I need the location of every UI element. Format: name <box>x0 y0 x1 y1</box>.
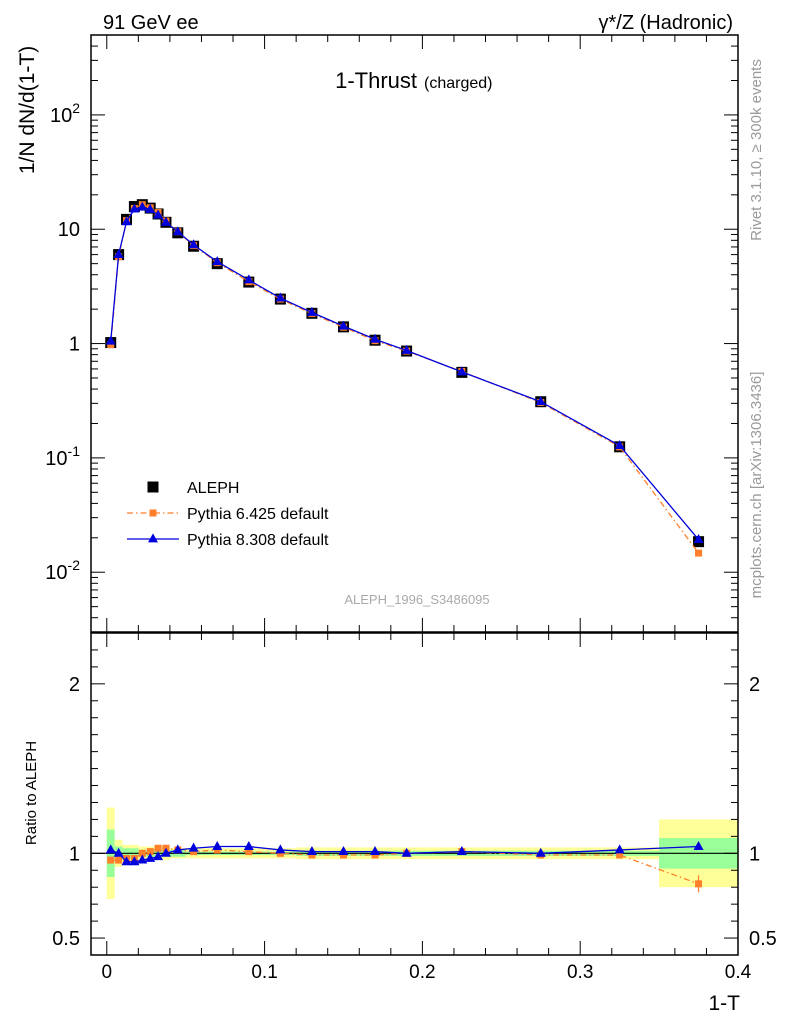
pythia8-point <box>535 396 546 406</box>
ratio-y-tick-label: 1 <box>69 843 80 865</box>
pythia8-point <box>693 533 704 543</box>
pythia8-point <box>243 274 254 284</box>
pythia6-ratio-point <box>245 848 253 856</box>
y-tick-label: 10-1 <box>45 443 80 470</box>
pythia8-point <box>145 203 156 213</box>
legend-label: ALEPH <box>187 480 239 497</box>
pythia6-ratio-point <box>115 856 123 864</box>
pythia6-ratio-point <box>695 880 703 888</box>
pythia8-ratio-point <box>188 842 199 852</box>
pythia8-point <box>153 209 164 219</box>
pythia6-point <box>107 341 115 349</box>
y-tick-exponent: 2 <box>72 100 80 116</box>
x-tick-label: 0 <box>101 962 112 983</box>
pythia8-ratio-point <box>145 852 156 862</box>
rivet-label: Rivet 3.1.10, ≥ 300k events <box>748 59 765 241</box>
ratio-y-axis-label: Ratio to ALEPH <box>23 741 40 845</box>
ratio-series <box>105 840 704 893</box>
pythia8-ratio-point <box>693 840 704 850</box>
ratio-y-tick-label: 0.5 <box>52 928 80 950</box>
main-frame <box>90 34 739 633</box>
pythia8-ratio-point <box>121 856 132 866</box>
pythia8-ratio-point <box>456 846 467 856</box>
pythia8-ratio-point <box>275 844 286 854</box>
y-tick-label: 10 <box>58 219 80 241</box>
pythia8-ratio-point <box>137 854 148 864</box>
y-tick-label: 102 <box>50 100 80 127</box>
ratio-frame <box>90 632 739 956</box>
pythia8-ratio-point <box>153 851 164 861</box>
ratio-y-tick-label-right: 1 <box>749 843 760 865</box>
legend-label: Pythia 8.308 default <box>187 532 329 549</box>
pythia8-point <box>275 292 286 302</box>
plot-title: 1-Thrust <box>335 68 417 93</box>
pythia8-ratio-point <box>243 840 254 850</box>
pythia6-point <box>695 549 703 557</box>
pythia8-ratio-point <box>338 846 349 856</box>
x-tick-label: 0.3 <box>567 962 593 983</box>
pythia8-point <box>370 333 381 343</box>
pythia8-point <box>129 203 140 213</box>
ratio-y-tick-label-right: 2 <box>749 674 760 696</box>
y-tick-label: 1 <box>69 334 80 356</box>
header-left: 91 GeV ee <box>103 12 199 34</box>
plot-subtitle: (charged) <box>424 75 492 92</box>
pythia8-point <box>137 201 148 211</box>
x-tick-label: 0.2 <box>409 962 435 983</box>
pythia8-point <box>121 216 132 226</box>
pythia8-ratio-point <box>306 846 317 856</box>
pythia8-ratio-point <box>113 847 124 857</box>
pythia8-ratio-point <box>370 846 381 856</box>
pythia8-point <box>401 344 412 354</box>
pythia8-ratio-point <box>535 847 546 857</box>
pythia8-ratio-point <box>105 844 116 854</box>
pythia8-point <box>160 216 171 226</box>
pythia8-ratio-point <box>129 856 140 866</box>
pythia8-point <box>212 256 223 266</box>
y-tick-label: 10-2 <box>45 557 80 584</box>
pythia8-ratio-point <box>401 847 412 857</box>
legend-aleph-marker <box>147 481 159 493</box>
pythia6-ratio-point <box>107 856 115 864</box>
pythia8-point <box>113 249 124 259</box>
y-tick-exponent: -1 <box>68 443 81 459</box>
main-axes: 10-2 10-1 1 10 102 <box>45 34 739 633</box>
pythia6-line <box>110 203 700 554</box>
legend-pythia8-marker <box>148 533 158 543</box>
ratio-y-tick-label: 2 <box>69 674 80 696</box>
main-series <box>105 199 705 557</box>
pythia8-point <box>338 320 349 330</box>
ratio-panel: 0 0.1 0.2 0.3 0.4 0.5 0.5 1 1 2 2 Ratio to ALEPH 1… <box>23 632 777 1015</box>
pythia8-point <box>456 366 467 376</box>
x-tick-label: 0.4 <box>725 962 752 983</box>
x-axis-label: 1-T <box>709 992 741 1015</box>
pythia8-ratio-point <box>172 844 183 854</box>
pythia8-ratio-point <box>160 847 171 857</box>
legend: ALEPH Pythia 6.425 default Pythia 8.308 de… <box>127 480 329 549</box>
pythia6-ratio-point <box>154 844 162 852</box>
legend-pythia6-marker <box>149 509 157 517</box>
main-panel: 10-2 10-1 1 10 102 1-Thrust (charged) ALEPH_… <box>16 34 739 633</box>
ratio-y-tick-label-right: 0.5 <box>749 928 777 950</box>
header-right: γ*/Z (Hadronic) <box>599 12 733 34</box>
ratio-axes: 0 0.1 0.2 0.3 0.4 0.5 0.5 1 1 2 2 <box>52 632 777 983</box>
watermark: ALEPH_1996_S3486095 <box>344 592 489 607</box>
pythia6-ratio-point <box>616 851 624 859</box>
pythia8-point <box>105 335 116 345</box>
legend-label: Pythia 6.425 default <box>187 506 329 523</box>
pythia6-ratio-point <box>138 849 146 857</box>
pythia8-point <box>306 306 317 316</box>
mcplots-label: mcplots.cern.ch [arXiv:1306.3436] <box>748 372 765 599</box>
pythia8-ratio-point <box>212 840 223 850</box>
y-tick-exponent: -2 <box>68 557 81 573</box>
pythia8-ratio-point <box>614 844 625 854</box>
pythia8-point <box>614 440 625 450</box>
y-axis-label: 1/N dN/d(1-T) <box>16 46 39 174</box>
pythia6-ratio-point <box>146 848 154 856</box>
x-tick-label: 0.1 <box>251 962 277 983</box>
pythia8-point <box>172 226 183 236</box>
pythia8-point <box>188 239 199 249</box>
